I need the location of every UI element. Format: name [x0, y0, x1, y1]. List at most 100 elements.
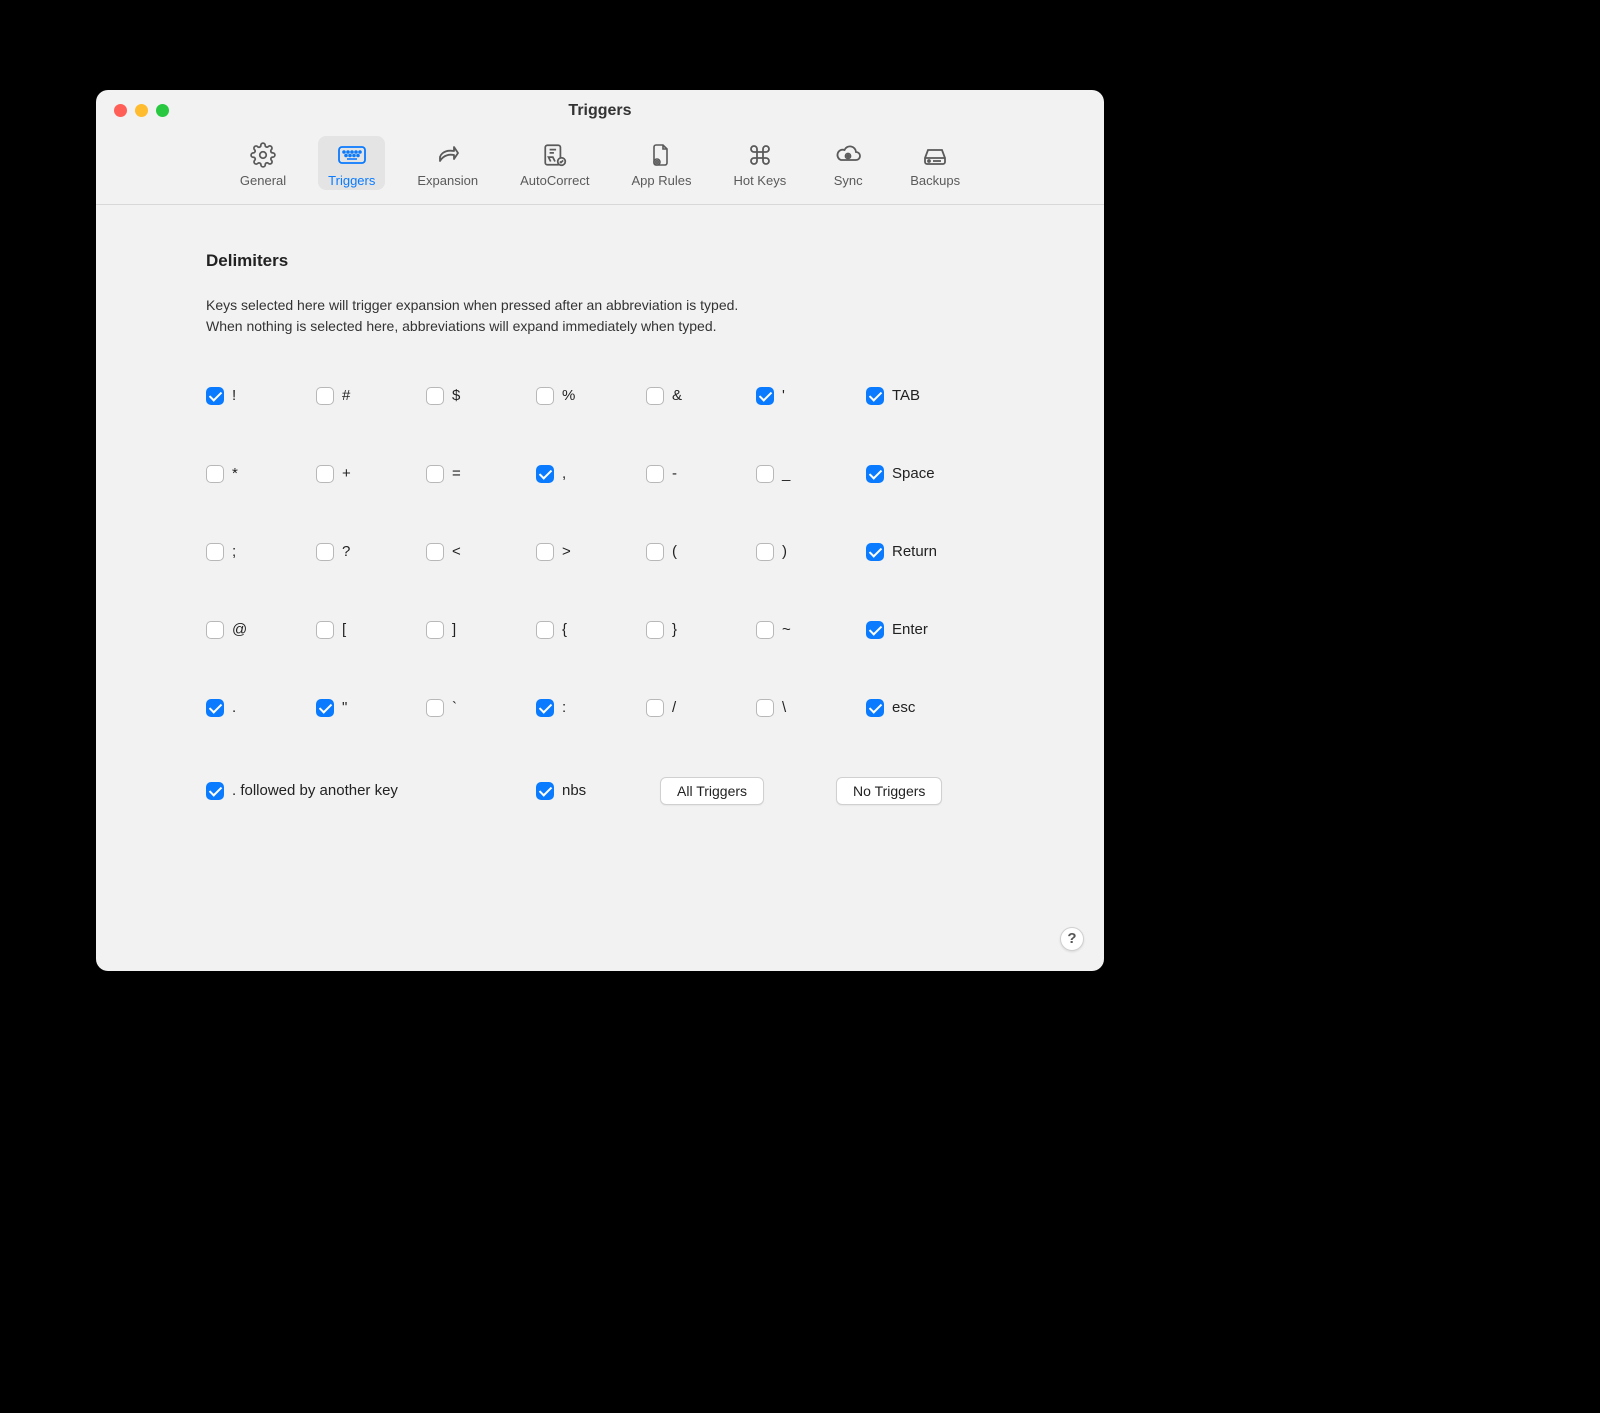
- tab-app-rules-label: App Rules: [631, 173, 691, 188]
- delimiter-item: TAB: [866, 387, 976, 405]
- command-icon: [745, 142, 775, 168]
- delimiter-item: +: [316, 465, 426, 483]
- delimiter-item: Space: [866, 465, 976, 483]
- tab-triggers[interactable]: Triggers: [318, 136, 385, 190]
- delimiter-item: ": [316, 699, 426, 717]
- delimiter-item: *: [206, 465, 316, 483]
- delimiter-checkbox[interactable]: [426, 465, 444, 483]
- delimiter-checkbox[interactable]: [426, 543, 444, 561]
- delimiter-label: .: [232, 699, 236, 716]
- delimiter-checkbox[interactable]: [646, 387, 664, 405]
- no-triggers-button[interactable]: No Triggers: [836, 777, 942, 805]
- delimiter-label: /: [672, 699, 676, 716]
- delimiter-checkbox[interactable]: [866, 465, 884, 483]
- delimiter-checkbox[interactable]: [866, 621, 884, 639]
- delimiter-checkbox[interactable]: [316, 543, 334, 561]
- delimiter-label: Enter: [892, 621, 928, 638]
- zoom-button[interactable]: [156, 104, 169, 117]
- delimiter-label: %: [562, 387, 575, 404]
- delimiter-item: .: [206, 699, 316, 717]
- keyboard-icon: [337, 142, 367, 168]
- delimiter-checkbox[interactable]: [206, 387, 224, 405]
- delimiter-checkbox[interactable]: [536, 621, 554, 639]
- delimiter-checkbox[interactable]: [866, 699, 884, 717]
- delimiter-item: <: [426, 543, 536, 561]
- tab-autocorrect-label: AutoCorrect: [520, 173, 589, 188]
- delimiter-checkbox[interactable]: [536, 699, 554, 717]
- delimiter-label: TAB: [892, 387, 920, 404]
- delimiter-label: }: [672, 621, 677, 638]
- delimiter-checkbox[interactable]: [426, 387, 444, 405]
- delimiter-item: {: [536, 621, 646, 639]
- delimiter-checkbox[interactable]: [646, 621, 664, 639]
- bottom-row: . followed by another key nbs All Trigge…: [206, 777, 994, 805]
- period-followed-item: . followed by another key: [206, 782, 536, 800]
- delimiter-label: &: [672, 387, 682, 404]
- delimiter-checkbox[interactable]: [756, 387, 774, 405]
- delimiter-item: esc: [866, 699, 976, 717]
- delimiter-label: @: [232, 621, 247, 638]
- delimiter-checkbox[interactable]: [866, 543, 884, 561]
- delimiter-item: ]: [426, 621, 536, 639]
- tab-sync[interactable]: Sync: [818, 136, 878, 190]
- delimiter-item: Enter: [866, 621, 976, 639]
- delimiter-label: _: [782, 465, 790, 482]
- delimiter-item: %: [536, 387, 646, 405]
- content-area: Delimiters Keys selected here will trigg…: [96, 205, 1104, 805]
- delimiter-item: &: [646, 387, 756, 405]
- autocorrect-icon: [540, 142, 570, 168]
- delimiter-checkbox[interactable]: [316, 621, 334, 639]
- tab-expansion[interactable]: Expansion: [407, 136, 488, 190]
- delimiter-item: >: [536, 543, 646, 561]
- delimiter-checkbox[interactable]: [536, 465, 554, 483]
- delimiter-checkbox[interactable]: [206, 621, 224, 639]
- delimiter-checkbox[interactable]: [756, 621, 774, 639]
- cloud-icon: [833, 142, 863, 168]
- tab-expansion-label: Expansion: [417, 173, 478, 188]
- delimiter-checkbox[interactable]: [536, 387, 554, 405]
- gear-icon: [248, 142, 278, 168]
- delimiter-label: esc: [892, 699, 915, 716]
- close-button[interactable]: [114, 104, 127, 117]
- delimiter-checkbox[interactable]: [316, 699, 334, 717]
- delimiter-checkbox[interactable]: [646, 543, 664, 561]
- help-button[interactable]: ?: [1060, 927, 1084, 951]
- tab-app-rules[interactable]: App Rules: [621, 136, 701, 190]
- delimiter-checkbox[interactable]: [646, 465, 664, 483]
- delimiter-item: :: [536, 699, 646, 717]
- delimiter-checkbox[interactable]: [316, 465, 334, 483]
- delimiter-checkbox[interactable]: [756, 699, 774, 717]
- nbs-label: nbs: [562, 782, 586, 799]
- delimiter-checkbox[interactable]: [756, 543, 774, 561]
- delimiter-checkbox[interactable]: [206, 699, 224, 717]
- delimiter-checkbox[interactable]: [426, 621, 444, 639]
- delimiter-label: =: [452, 465, 461, 482]
- minimize-button[interactable]: [135, 104, 148, 117]
- delimiter-checkbox[interactable]: [206, 465, 224, 483]
- tab-general[interactable]: General: [230, 136, 296, 190]
- all-triggers-button[interactable]: All Triggers: [660, 777, 764, 805]
- tab-triggers-label: Triggers: [328, 173, 375, 188]
- delimiter-checkbox[interactable]: [866, 387, 884, 405]
- delimiter-checkbox[interactable]: [536, 543, 554, 561]
- delimiter-item: @: [206, 621, 316, 639]
- delimiter-item: ;: [206, 543, 316, 561]
- delimiter-checkbox[interactable]: [316, 387, 334, 405]
- delimiter-checkbox[interactable]: [646, 699, 664, 717]
- delimiter-label: ?: [342, 543, 350, 560]
- delimiter-checkbox[interactable]: [756, 465, 774, 483]
- delimiter-checkbox[interactable]: [426, 699, 444, 717]
- nbs-checkbox[interactable]: [536, 782, 554, 800]
- delimiter-item: ': [756, 387, 866, 405]
- period-followed-checkbox[interactable]: [206, 782, 224, 800]
- tab-hot-keys[interactable]: Hot Keys: [723, 136, 796, 190]
- delimiter-label: <: [452, 543, 461, 560]
- delimiter-item: -: [646, 465, 756, 483]
- delimiter-label: {: [562, 621, 567, 638]
- tab-backups[interactable]: Backups: [900, 136, 970, 190]
- tab-autocorrect[interactable]: AutoCorrect: [510, 136, 599, 190]
- preferences-window: Triggers General Triggers Expansion Auto…: [96, 90, 1104, 971]
- delimiter-label: ]: [452, 621, 456, 638]
- delimiter-item: !: [206, 387, 316, 405]
- delimiter-checkbox[interactable]: [206, 543, 224, 561]
